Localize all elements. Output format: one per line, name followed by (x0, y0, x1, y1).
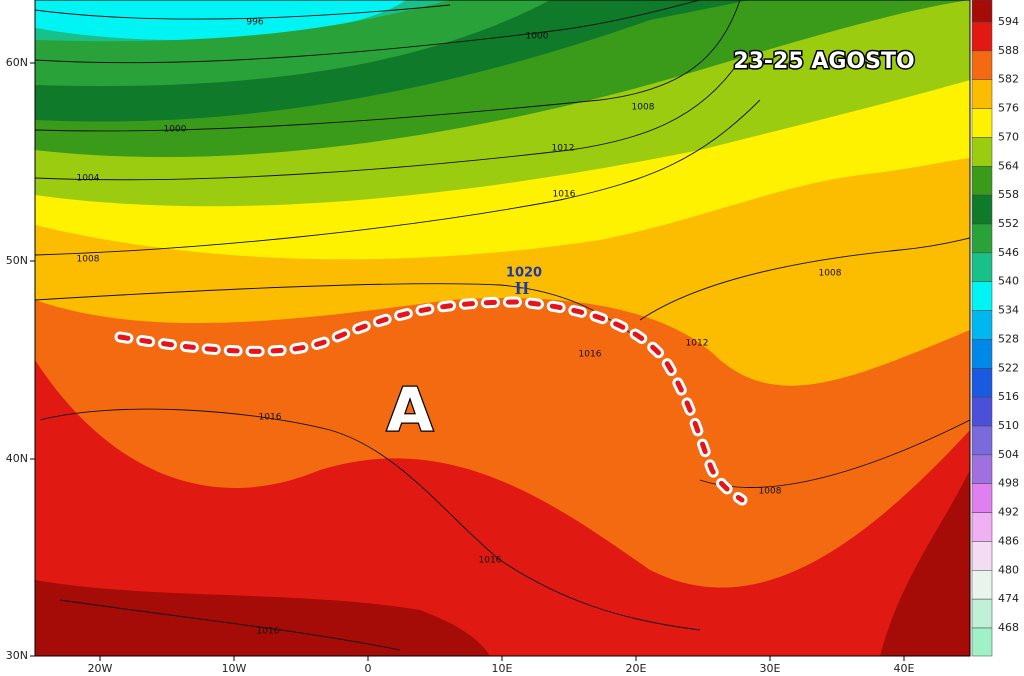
isobar-label: 1000 (526, 32, 549, 42)
colorbar-label: 576 (998, 102, 1019, 115)
colorbar-label: 594 (998, 15, 1019, 28)
colorbar-label: 468 (998, 621, 1019, 634)
latitude-label: 50N (6, 254, 28, 267)
colorbar-label: 498 (998, 477, 1019, 490)
colorbar-swatch (971, 627, 993, 657)
colorbar-swatch (971, 194, 993, 225)
latitude-label: 40N (6, 452, 28, 465)
colorbar-swatch (971, 108, 993, 138)
isobar (35, 99, 761, 256)
high-letter: H (515, 278, 529, 298)
isobars (35, 0, 970, 651)
colorbar-label: 528 (998, 332, 1019, 345)
colorbar-label: 570 (998, 130, 1019, 143)
colorbar-swatch (971, 310, 993, 340)
colorbar-swatch (971, 396, 993, 427)
height-field (35, 0, 970, 656)
high-pressure-value: 1020 (506, 266, 542, 281)
colorbar-label: 504 (998, 448, 1019, 461)
isobar-label: 1004 (77, 174, 100, 184)
ridge-axis (117, 299, 745, 503)
isobar-label: 1012 (686, 339, 709, 349)
colorbar-swatch (971, 598, 993, 629)
colorbar-swatch (971, 512, 993, 542)
colorbar-label: 492 (998, 506, 1019, 519)
isobar-label: 1016 (257, 627, 280, 637)
isobar-label: 1008 (77, 255, 100, 265)
isobar-label: 1016 (579, 350, 602, 360)
isobar (59, 599, 401, 651)
isobar-label: 1008 (632, 103, 655, 113)
colorbar-label: 486 (998, 534, 1019, 547)
colorbar-label: 516 (998, 390, 1019, 403)
colorbar-swatch (971, 541, 993, 571)
colorbar-label: 522 (998, 361, 1019, 374)
longitude-label: 40E (894, 662, 915, 675)
isobar-label: 1008 (759, 487, 782, 497)
colorbar-label: 558 (998, 188, 1019, 201)
colorbar-label: 534 (998, 304, 1019, 317)
colorbar-swatch (971, 252, 993, 282)
colorbar-swatch (971, 50, 993, 80)
isobar-label: 1000 (164, 125, 187, 135)
band (35, 580, 490, 656)
longitude-label: 0 (365, 662, 372, 675)
colorbar-swatch (971, 425, 993, 456)
colorbar-label: 546 (998, 246, 1019, 259)
colorbar-swatch (971, 454, 993, 484)
colorbar-swatch (971, 281, 993, 311)
band (35, 360, 970, 656)
latitude-label: 60N (6, 56, 28, 69)
colorbar-swatch (971, 137, 993, 167)
isobar-label: 1016 (553, 190, 576, 200)
colorbar-label: 474 (998, 592, 1019, 605)
isobar (639, 237, 970, 321)
latitude-label: 30N (6, 649, 28, 662)
colorbar-label: 564 (998, 159, 1019, 172)
colorbar-label: 552 (998, 217, 1019, 230)
colorbar-swatch (971, 21, 993, 52)
isobar-label: 1012 (552, 144, 575, 154)
longitude-label: 10E (492, 662, 513, 675)
anticyclone-label: A (387, 376, 434, 446)
colorbar-label: 510 (998, 419, 1019, 432)
band (35, 0, 407, 40)
isobar-label: 1008 (819, 269, 842, 279)
isobar (35, 0, 741, 132)
colorbar-swatch (971, 166, 993, 196)
colorbar-swatch (971, 483, 993, 513)
isobar (35, 283, 641, 341)
colorbar-swatch (971, 223, 993, 254)
isobar (35, 4, 451, 20)
longitude-label: 30E (760, 662, 781, 675)
colorbar-swatch (971, 0, 993, 23)
colorbar-swatch (971, 368, 993, 398)
colorbar-label: 480 (998, 563, 1019, 576)
colorbar-label: 588 (998, 44, 1019, 57)
colorbar-label: 582 (998, 73, 1019, 86)
band (880, 470, 970, 656)
isobar-label: 996 (246, 18, 263, 28)
isobar (35, 59, 741, 181)
colorbar-swatch (971, 79, 993, 109)
colorbar-label: 540 (998, 275, 1019, 288)
isobar-label: 1016 (479, 556, 502, 566)
isobar (35, 0, 701, 64)
longitude-label: 20W (88, 662, 113, 675)
isobar (39, 408, 701, 631)
map-title: 23-25 AGOSTO (733, 49, 914, 74)
longitude-label: 10W (222, 662, 247, 675)
isobar-label: 1016 (259, 413, 282, 423)
colorbar-swatch (971, 570, 993, 600)
longitude-label: 20E (626, 662, 647, 675)
colorbar-swatch (971, 339, 993, 369)
